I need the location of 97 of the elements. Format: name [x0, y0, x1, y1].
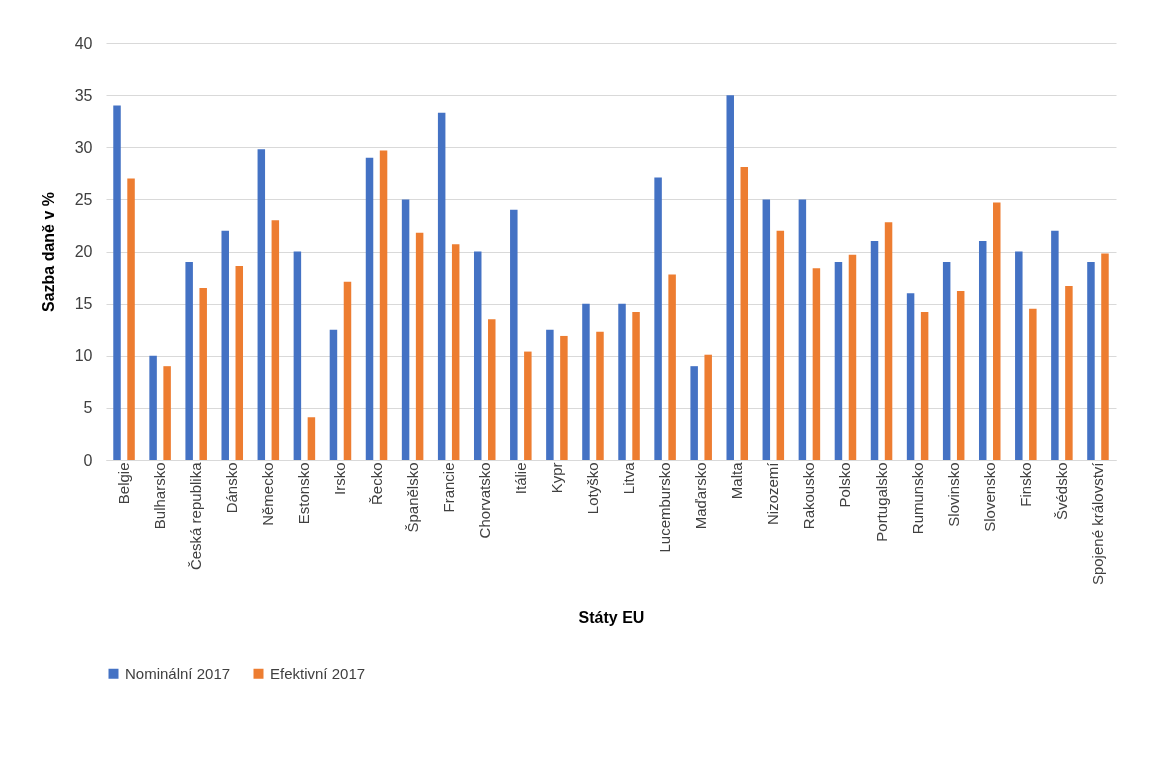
bar — [704, 354, 712, 460]
x-tick-label: Chorvatsko — [475, 462, 493, 539]
bar — [834, 261, 843, 460]
x-tick-label: Německo — [259, 462, 277, 526]
bar — [762, 199, 771, 460]
bar — [740, 167, 749, 460]
x-axis-title: Státy EU — [578, 609, 645, 627]
bar — [185, 261, 193, 460]
y-tick-label: 35 — [74, 86, 93, 104]
x-tick-label: Irsko — [331, 462, 349, 496]
legend-label: Nominální 2017 — [125, 664, 231, 682]
bar — [1015, 251, 1023, 460]
bar — [437, 112, 446, 460]
bar — [379, 150, 388, 460]
bar — [632, 311, 640, 460]
bar — [596, 331, 604, 460]
bar — [415, 232, 424, 460]
x-tick-label: Estonsko — [295, 462, 313, 525]
legend-label: Efektivní 2017 — [270, 664, 366, 682]
bar — [690, 366, 698, 460]
bar — [978, 241, 987, 460]
bar — [848, 254, 857, 460]
bar — [654, 177, 662, 460]
y-tick-label: 15 — [74, 295, 93, 313]
bar — [473, 251, 482, 460]
bar — [582, 303, 590, 460]
bar — [906, 293, 915, 460]
x-tick-label: Nizozemí — [764, 461, 782, 526]
bar — [884, 222, 893, 460]
bar — [812, 268, 821, 460]
bar — [870, 241, 879, 460]
x-tick-label: Řecko — [367, 462, 385, 506]
x-tick-label: Litva — [620, 461, 638, 495]
x-tick-label: Maďarsko — [692, 462, 710, 530]
x-tick-label: Rumunsko — [908, 462, 926, 535]
y-tick-label: 20 — [74, 243, 93, 260]
x-tick-label: Lucembursko — [656, 462, 674, 553]
bar — [1101, 253, 1109, 460]
bar — [235, 266, 244, 460]
bar — [329, 329, 338, 460]
x-tick-label: Lotyško — [583, 462, 601, 515]
bar — [199, 287, 207, 460]
y-tick-label: 5 — [83, 399, 93, 417]
bar — [1065, 285, 1073, 460]
x-tick-label: Česká republika — [187, 461, 205, 571]
bar — [113, 105, 121, 460]
bar — [618, 303, 626, 460]
bar — [401, 199, 410, 460]
bar — [726, 95, 734, 460]
bar — [293, 251, 302, 460]
x-tick-label: Rakousko — [800, 462, 818, 530]
x-tick-label: Kypr — [547, 462, 565, 494]
x-tick-label: Španělsko — [403, 462, 421, 533]
bar — [307, 417, 316, 460]
y-tick-label: 0 — [83, 451, 93, 469]
x-tick-label: Francie — [439, 462, 457, 513]
bar — [920, 311, 929, 460]
bar — [776, 230, 785, 460]
bar — [149, 355, 157, 460]
x-tick-label: Dánsko — [223, 462, 241, 514]
bar — [956, 291, 965, 460]
y-tick-label: 25 — [74, 190, 93, 208]
bar — [510, 209, 518, 460]
bar — [343, 281, 352, 460]
bar — [221, 230, 229, 460]
bar — [1051, 230, 1059, 460]
bar — [488, 319, 496, 460]
bar — [993, 202, 1001, 460]
x-tick-label: Itálie — [511, 462, 529, 495]
bar — [1087, 261, 1095, 460]
bar — [560, 335, 568, 460]
x-tick-label: Finsko — [1016, 462, 1034, 507]
bar — [524, 351, 532, 460]
bar — [546, 329, 554, 460]
x-tick-label: Bulharsko — [151, 462, 169, 530]
y-axis-title: Sazba daně v % — [39, 191, 57, 313]
y-tick-label: 10 — [74, 347, 93, 365]
bar — [365, 157, 374, 460]
x-tick-label: Portugalsko — [872, 462, 890, 542]
bar — [1029, 308, 1037, 460]
bar — [942, 261, 951, 460]
x-tick-label: Slovinsko — [944, 462, 962, 527]
y-tick-label: 40 — [74, 34, 93, 52]
bar — [798, 199, 807, 460]
y-tick-label: 30 — [74, 138, 93, 156]
bar — [257, 149, 266, 460]
x-tick-label: Švédsko — [1052, 462, 1070, 521]
x-tick-label: Malta — [728, 461, 746, 500]
bar — [163, 366, 171, 460]
bar — [668, 274, 676, 460]
x-tick-label: Belgie — [115, 462, 133, 505]
bar — [271, 220, 280, 460]
x-tick-label: Polsko — [836, 462, 854, 508]
x-tick-label: Spojené království — [1088, 461, 1106, 586]
bar — [127, 178, 135, 460]
x-tick-label: Slovensko — [980, 462, 998, 532]
bar — [451, 244, 460, 460]
